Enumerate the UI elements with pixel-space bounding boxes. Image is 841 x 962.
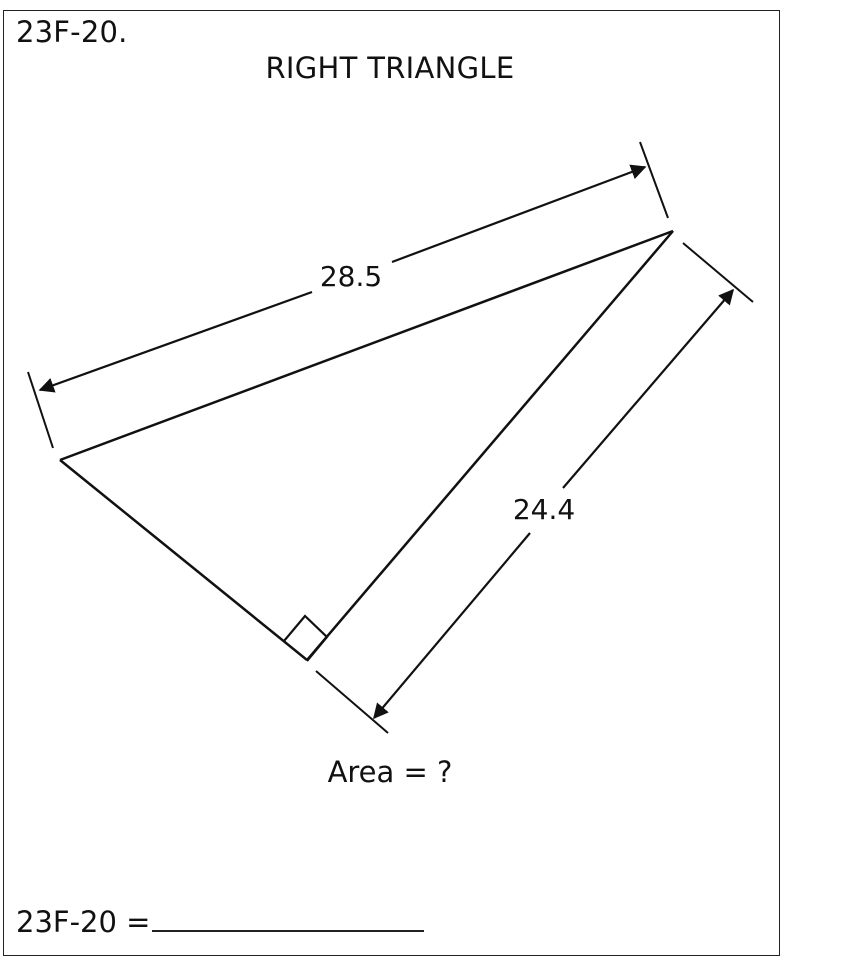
hypotenuse-dimension-arrow-right xyxy=(391,164,647,264)
diagram-title: RIGHT TRIANGLE xyxy=(265,51,515,85)
answer-blank[interactable] xyxy=(152,904,425,932)
hypotenuse-side xyxy=(59,229,674,462)
hypotenuse-dimension-arrow-left xyxy=(38,290,313,393)
short-leg-side xyxy=(59,459,308,661)
hypotenuse-length-label: 28.5 xyxy=(320,260,382,293)
leg-extension-top xyxy=(682,242,754,303)
problem-number: 23F-20. xyxy=(16,15,128,49)
area-question: Area = ? xyxy=(327,755,453,789)
hypotenuse-extension-right xyxy=(639,141,669,219)
leg-dimension-arrow-bottom xyxy=(373,532,531,720)
right-angle-marker xyxy=(283,614,329,662)
long-leg-side xyxy=(306,230,674,661)
leg-extension-bottom xyxy=(315,670,389,734)
hypotenuse-extension-left xyxy=(27,371,54,449)
answer-label: 23F-20 = xyxy=(16,905,151,939)
leg-length-label: 24.4 xyxy=(513,493,575,526)
answer-row: 23F-20 = xyxy=(16,904,425,940)
leg-dimension-arrow-top xyxy=(562,288,735,489)
